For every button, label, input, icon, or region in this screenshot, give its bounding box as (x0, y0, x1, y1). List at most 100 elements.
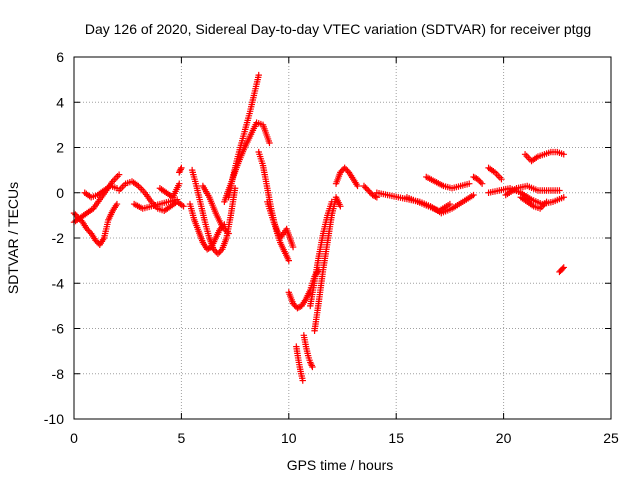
series-arc-22 (373, 189, 477, 217)
series-arc-25 (470, 173, 486, 187)
data-point (363, 185, 371, 193)
y-tick-label: -6 (52, 321, 65, 337)
y-tick-label: -4 (52, 275, 65, 291)
y-tick-label: 4 (56, 94, 64, 110)
data-point (214, 250, 222, 258)
data-point (176, 180, 183, 187)
data-point (476, 177, 483, 184)
data-point (543, 198, 550, 205)
data-point (291, 301, 298, 309)
data-point (180, 203, 187, 210)
data-point (299, 377, 306, 384)
data-point (354, 182, 361, 190)
x-tick-label: 5 (178, 430, 186, 446)
data-point (556, 187, 563, 194)
data-point (477, 178, 484, 186)
data-point (470, 173, 477, 181)
data-point (216, 249, 223, 256)
data-point (203, 246, 211, 253)
data-point (225, 230, 232, 237)
y-tick-label: 0 (56, 185, 64, 201)
x-tick-label: 0 (70, 430, 78, 446)
data-point (370, 192, 378, 199)
data-point (307, 359, 314, 366)
data-point (115, 171, 123, 178)
x-tick-label: 20 (496, 430, 512, 446)
data-point (86, 228, 93, 236)
data-point (266, 139, 273, 147)
data-point (289, 300, 297, 307)
data-point (344, 167, 351, 175)
data-point (560, 151, 567, 158)
chart-title: Day 126 of 2020, Sidereal Day-to-day VTE… (85, 21, 591, 37)
data-point (308, 362, 315, 369)
data-point (85, 227, 92, 234)
data-point (328, 198, 335, 205)
data-point (560, 194, 567, 201)
series-arc-10 (199, 182, 232, 237)
x-axis-title: GPS time / hours (287, 457, 394, 473)
series-arc-13 (255, 148, 292, 264)
series-arc-20 (332, 164, 361, 190)
data-point (285, 257, 292, 264)
data-point (466, 180, 473, 187)
data-point (289, 243, 297, 251)
series-arc-3 (81, 182, 121, 201)
x-tick-label: 25 (603, 430, 619, 446)
data-point (217, 247, 224, 255)
series-arc-16 (293, 343, 306, 384)
data-point (173, 196, 181, 203)
data-point (338, 167, 345, 175)
series-arc-17 (300, 332, 316, 371)
data-point (83, 225, 91, 233)
data-point (366, 188, 373, 196)
data-point (369, 191, 376, 199)
series-arc-31 (556, 264, 567, 276)
series-arc-23 (403, 194, 454, 215)
data-point (295, 304, 303, 311)
data-point (341, 164, 348, 172)
data-point (178, 164, 185, 172)
data-point (92, 237, 99, 244)
plot-frame (73, 56, 612, 420)
y-tick-label: -2 (52, 230, 65, 246)
data-point (176, 167, 184, 175)
y-tick-labels: -10 -8 -6 -4 -2 0 2 4 6 (44, 49, 64, 427)
series-arc-19 (307, 198, 335, 310)
x-tick-labels: 0 5 10 15 20 25 (70, 430, 619, 446)
series-arc-4 (115, 178, 187, 215)
series-arc-6 (156, 180, 183, 201)
series-arc-26 (485, 164, 505, 183)
series-arc-14 (264, 198, 297, 251)
data-point (560, 264, 567, 271)
series-arc-12 (221, 119, 273, 205)
data-point (362, 184, 369, 191)
y-tick-label: -8 (52, 366, 65, 382)
data-point (471, 174, 479, 181)
data-point (342, 166, 350, 173)
series-arc-2 (70, 171, 123, 226)
series-arc-29 (517, 194, 550, 212)
y-tick-label: 6 (56, 49, 64, 65)
series-arc-24 (423, 173, 473, 192)
data-point (474, 175, 482, 183)
data-point (478, 180, 486, 187)
data-points (70, 71, 567, 384)
series-arc-11 (225, 71, 262, 201)
data-point (372, 193, 379, 200)
x-tick-label: 15 (388, 430, 404, 446)
data-point (255, 71, 262, 79)
data-point (72, 211, 79, 218)
data-point (307, 360, 315, 368)
data-point (205, 245, 212, 252)
data-point (337, 203, 344, 210)
data-point (337, 169, 344, 176)
data-point (446, 200, 454, 208)
data-point (365, 187, 372, 194)
y-axis-title: SDTVAR / TECUs (5, 182, 21, 294)
data-point (211, 247, 219, 255)
grid (74, 57, 611, 419)
series-arc-30 (521, 148, 567, 165)
data-point (294, 304, 301, 312)
